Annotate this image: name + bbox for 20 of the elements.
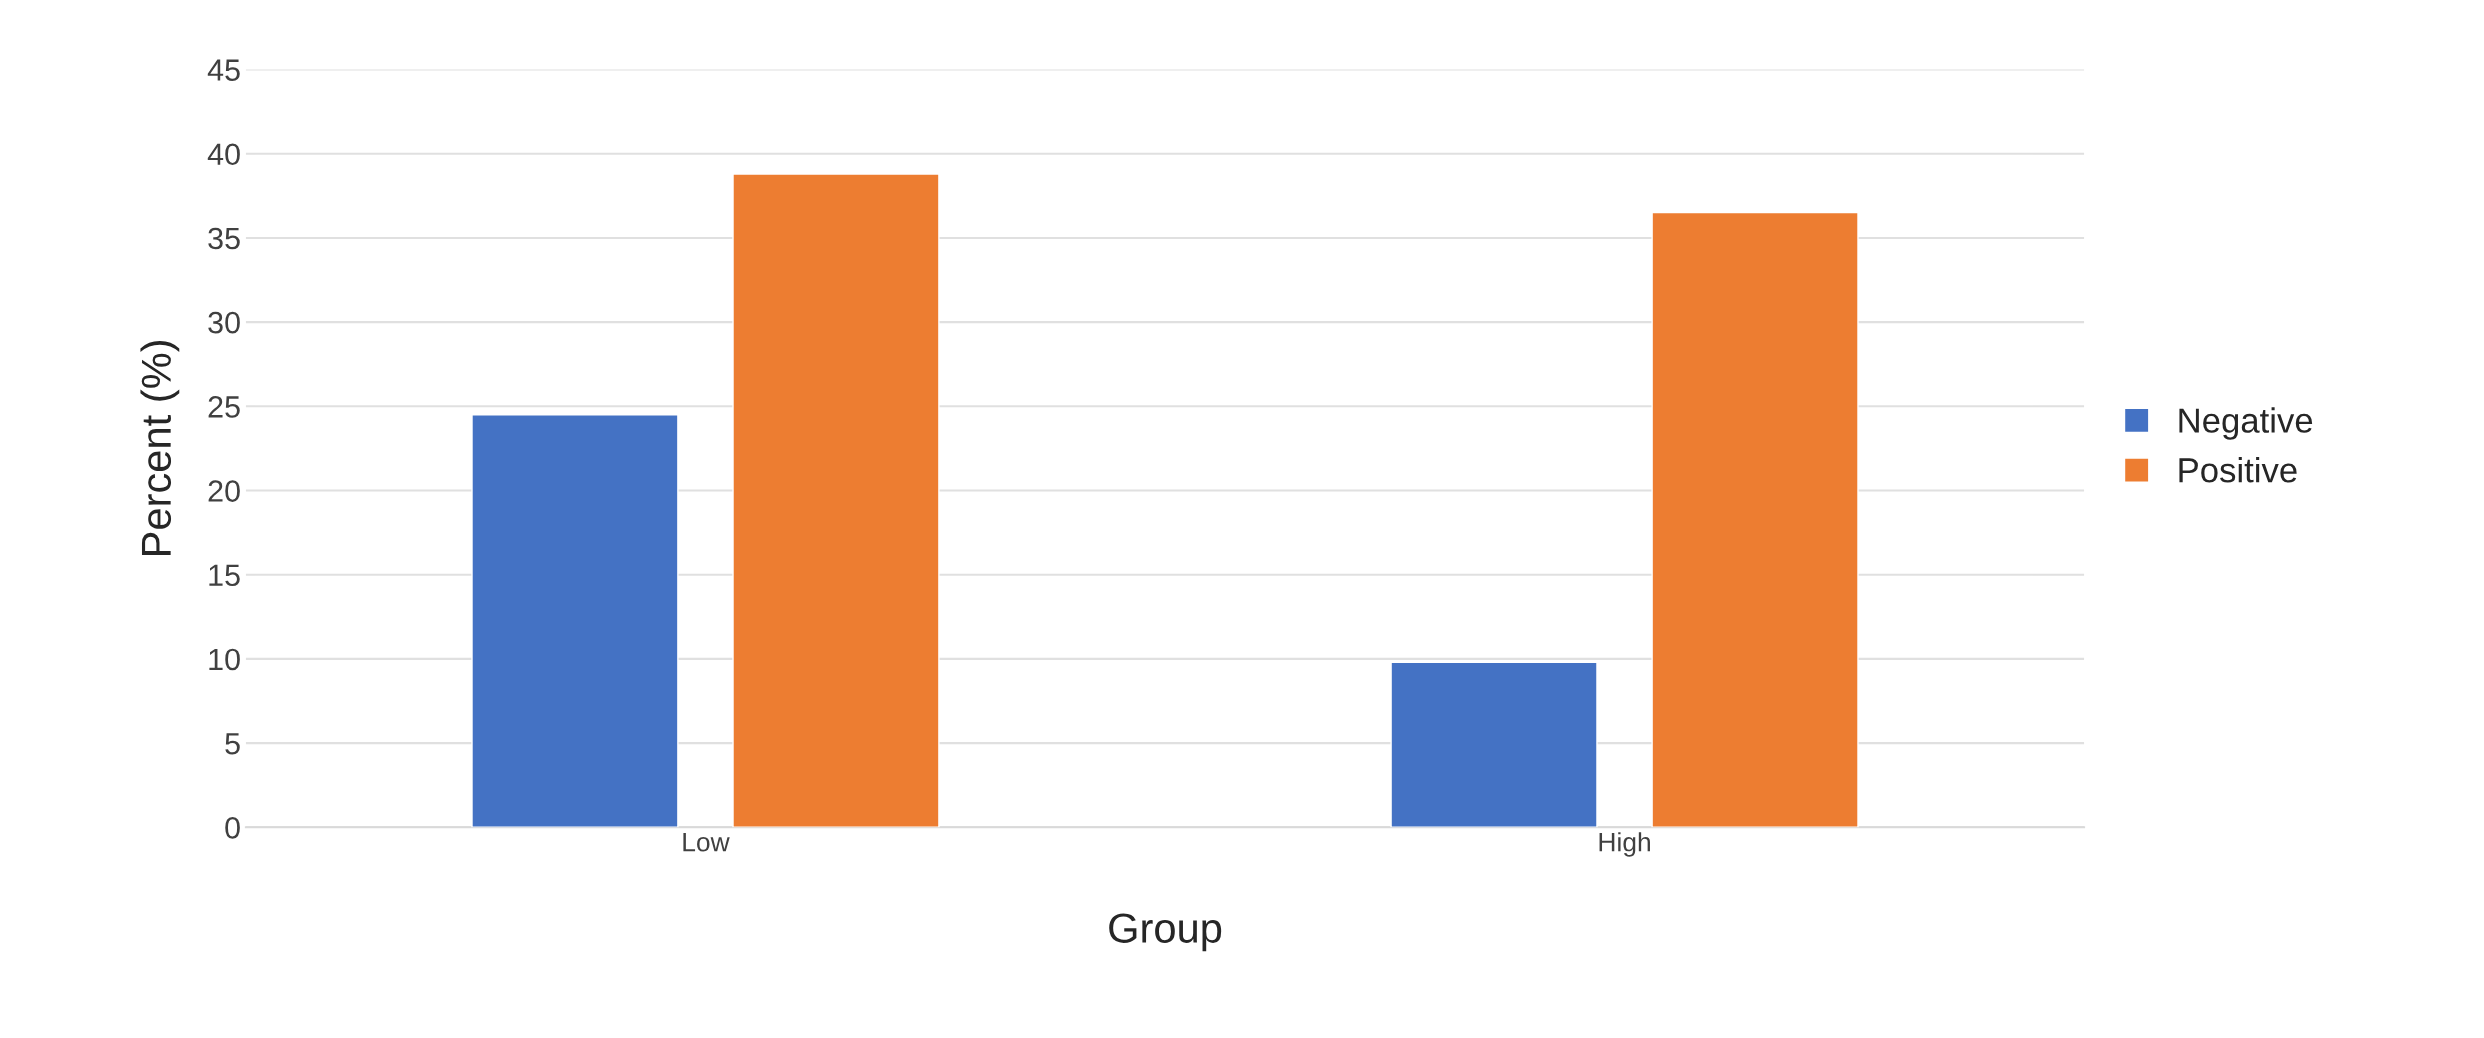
y-tick-label: 45 [207, 59, 240, 81]
x-axis-title: Group [1109, 913, 1222, 952]
x-tick-label: High [1599, 832, 1650, 857]
bar [1390, 661, 1598, 828]
y-tick-label: 15 [209, 564, 240, 587]
bar [471, 414, 679, 828]
y-tick-label: 0 [225, 817, 240, 839]
y-axis-title: Percent (%) [140, 341, 180, 555]
y-tick-label: 30 [208, 311, 240, 334]
legend-label: Positive [2179, 457, 2297, 483]
y-tick-label: 5 [225, 733, 240, 755]
y-tick-label: 20 [208, 480, 240, 502]
y-tick-label: 10 [209, 648, 240, 671]
legend-label: Negative [2179, 407, 2313, 440]
bar [732, 173, 940, 828]
y-tick-label: 25 [208, 396, 240, 418]
x-tick-label: Low [683, 833, 730, 852]
y-tick-label: 40 [207, 143, 240, 166]
y-tick-label: 35 [208, 227, 240, 250]
bar [1651, 211, 1859, 828]
